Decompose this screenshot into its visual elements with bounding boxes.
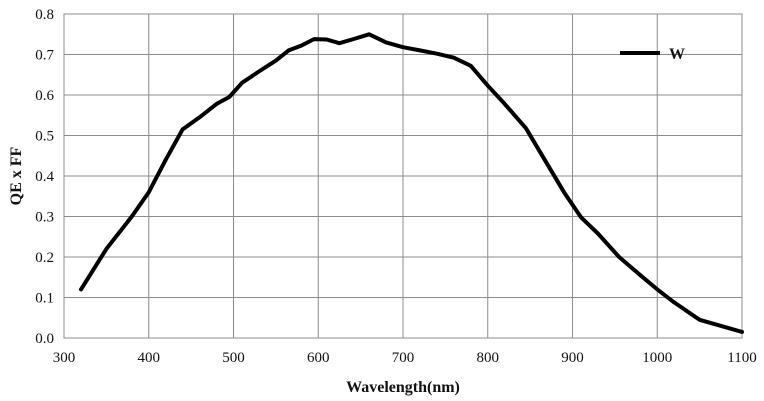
y-tick-label: 0.0 bbox=[35, 331, 54, 347]
x-tick-label: 900 bbox=[561, 350, 584, 366]
y-tick-label: 0.6 bbox=[35, 88, 54, 104]
y-axis: 0.0 0.1 0.2 0.3 0.4 0.5 0.6 0.7 0.8 bbox=[35, 7, 54, 347]
x-tick-label: 400 bbox=[138, 350, 161, 366]
x-tick-label: 1100 bbox=[727, 350, 756, 366]
y-tick-label: 0.3 bbox=[35, 210, 54, 226]
y-tick-label: 0.2 bbox=[35, 250, 54, 266]
y-tick-label: 0.8 bbox=[35, 7, 54, 23]
x-tick-label: 600 bbox=[307, 350, 330, 366]
x-tick-label: 1000 bbox=[642, 350, 672, 366]
x-tick-label: 700 bbox=[392, 350, 415, 366]
x-tick-label: 500 bbox=[222, 350, 245, 366]
y-axis-title: QE x FF bbox=[8, 146, 25, 205]
series-layer bbox=[79, 32, 744, 334]
legend: W bbox=[620, 46, 685, 63]
plot-area bbox=[63, 13, 743, 339]
y-tick-label: 0.4 bbox=[35, 169, 54, 185]
x-tick-label: 800 bbox=[477, 350, 500, 366]
x-tick-label: 300 bbox=[53, 350, 76, 366]
x-axis-title: Wavelength(nm) bbox=[346, 379, 460, 396]
x-axis: 300 400 500 600 700 800 900 1000 1100 bbox=[53, 350, 757, 366]
legend-label: W bbox=[669, 46, 685, 63]
y-tick-label: 0.1 bbox=[35, 291, 54, 307]
grid bbox=[63, 13, 743, 339]
y-tick-label: 0.5 bbox=[35, 129, 54, 145]
y-tick-label: 0.7 bbox=[35, 48, 54, 64]
series-line-w bbox=[79, 32, 744, 334]
